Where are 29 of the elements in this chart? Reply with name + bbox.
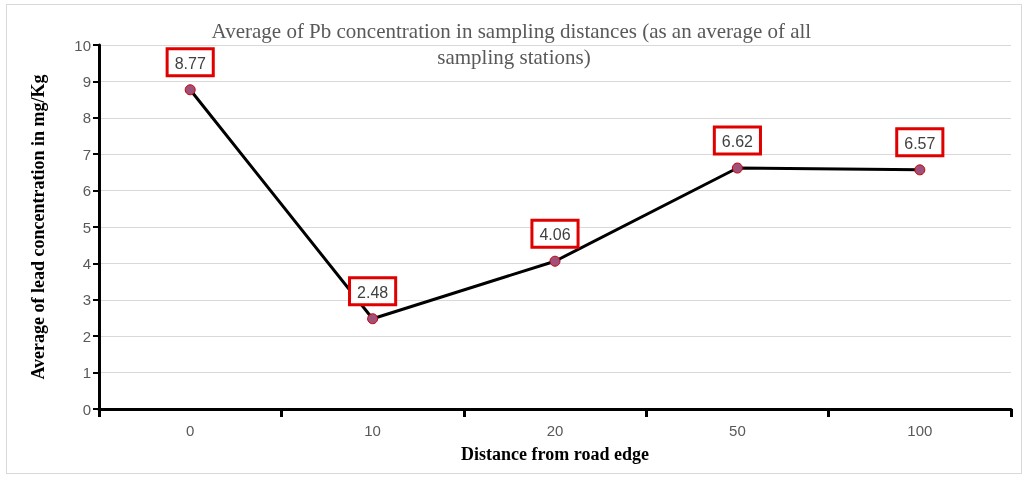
x-tick-label: 10 <box>364 422 381 439</box>
point <box>914 164 926 176</box>
x-tick-label: 100 <box>907 422 933 439</box>
y-axis-title: Average of lead concentration in mg/Kg <box>28 74 48 380</box>
data-label: 4.06 <box>539 226 571 244</box>
point <box>367 313 379 325</box>
data-label: 2.48 <box>357 283 389 301</box>
y-tick-label: 0 <box>82 400 91 418</box>
x-tick-label: 50 <box>729 422 746 439</box>
y-tick-label: 10 <box>74 36 91 54</box>
y-tick-label: 7 <box>82 145 91 163</box>
y-tick-label: 5 <box>82 218 91 236</box>
y-tick-label: 9 <box>82 72 91 90</box>
y-tick-label: 1 <box>82 364 91 382</box>
chart-title: Average of Pb concentration in sampling distances (as an average of all sampling stations) <box>211 19 817 69</box>
x-axis-title: Distance from road edge <box>461 444 649 464</box>
point <box>184 84 196 96</box>
y-tick-label: 3 <box>82 291 91 309</box>
x-tick-label: 20 <box>546 422 564 439</box>
data-label: 6.62 <box>721 133 754 151</box>
data-label: 8.77 <box>174 54 206 72</box>
y-tick-label: 2 <box>82 327 91 345</box>
y-tick-label: 6 <box>82 182 91 200</box>
x-tick-label: 0 <box>186 422 195 439</box>
point <box>549 255 561 267</box>
data-label: 6.57 <box>904 134 936 152</box>
y-tick-label: 4 <box>82 254 91 272</box>
y-tick-label: 8 <box>82 109 91 127</box>
point <box>731 162 743 174</box>
